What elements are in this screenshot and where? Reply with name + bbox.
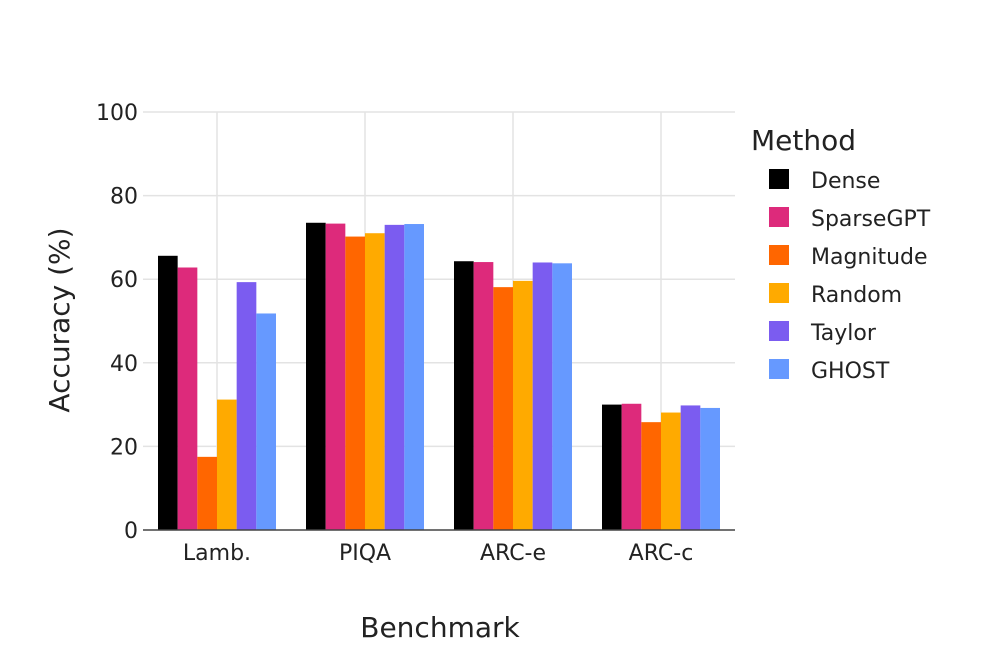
y-tick-label: 100 xyxy=(96,101,138,126)
legend-label-taylor: Taylor xyxy=(810,321,877,346)
bar-magnitude-2 xyxy=(493,287,513,530)
legend-title: Method xyxy=(751,124,856,157)
y-tick-label: 20 xyxy=(110,435,138,460)
bar-dense-0 xyxy=(158,255,178,531)
y-axis-title: Accuracy (%) xyxy=(43,227,76,412)
y-tick-label: 0 xyxy=(124,519,138,544)
legend-swatch-taylor xyxy=(769,321,789,341)
bar-taylor-0 xyxy=(236,282,257,530)
legend-swatch-sparsegpt xyxy=(769,207,789,227)
bar-magnitude-1 xyxy=(345,236,365,530)
legend-label-dense: Dense xyxy=(811,169,880,194)
bar-taylor-3 xyxy=(680,405,701,530)
x-tick-label: ARC-c xyxy=(629,541,694,566)
bar-sparsegpt-0 xyxy=(177,267,198,530)
bar-taylor-2 xyxy=(532,262,553,530)
x-tick-label: ARC-e xyxy=(480,541,546,566)
bar-sparsegpt-2 xyxy=(473,262,494,530)
legend-label-random: Random xyxy=(811,283,902,308)
x-tick-label: Lamb. xyxy=(183,541,251,566)
y-tick-label: 80 xyxy=(110,185,138,210)
bar-taylor-1 xyxy=(384,224,405,531)
axes: 0 20 40 60 80 100 Lamb. PIQA ARC-e ARC-c xyxy=(96,101,735,566)
y-tick-label: 60 xyxy=(110,268,138,293)
legend: Method Dense SparseGPT Magnitude Random Tayl… xyxy=(751,124,931,384)
legend-label-magnitude: Magnitude xyxy=(811,245,928,270)
x-tick-label: PIQA xyxy=(339,541,391,566)
bar-dense-2 xyxy=(454,261,474,530)
y-tick-label: 40 xyxy=(110,352,138,377)
bar-magnitude-3 xyxy=(641,422,661,530)
x-axis-title: Benchmark xyxy=(360,611,520,644)
bar-ghost-2 xyxy=(552,263,572,530)
legend-swatch-magnitude xyxy=(769,245,789,265)
bar-random-3 xyxy=(661,412,681,530)
bar-random-0 xyxy=(217,399,237,530)
bar-random-2 xyxy=(513,280,533,530)
legend-swatch-dense xyxy=(769,169,789,189)
bars xyxy=(158,222,720,531)
bar-ghost-0 xyxy=(256,313,276,530)
legend-swatch-random xyxy=(769,283,789,303)
legend-label-ghost: GHOST xyxy=(811,359,890,384)
bar-sparsegpt-3 xyxy=(621,403,642,530)
bar-dense-1 xyxy=(306,222,326,530)
bar-ghost-1 xyxy=(404,224,424,531)
bar-magnitude-0 xyxy=(197,456,217,530)
bar-dense-3 xyxy=(602,404,622,530)
bar-random-1 xyxy=(365,233,385,530)
bar-ghost-3 xyxy=(700,407,720,530)
legend-swatch-ghost xyxy=(769,359,789,379)
bar-sparsegpt-1 xyxy=(325,223,346,530)
legend-label-sparsegpt: SparseGPT xyxy=(811,207,931,232)
